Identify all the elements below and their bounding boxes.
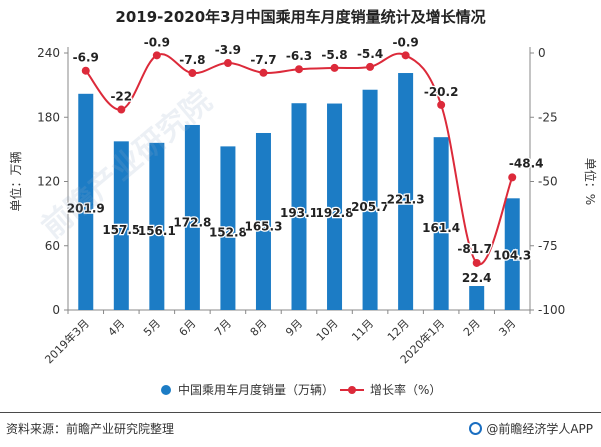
bar-value-label: 22.4 bbox=[462, 271, 492, 285]
bar-value-label: 104.3 bbox=[493, 249, 531, 263]
x-tick-label: 11月 bbox=[349, 317, 376, 344]
bar bbox=[469, 286, 485, 310]
bar bbox=[220, 146, 236, 310]
bar-value-label: 205.7 bbox=[351, 200, 389, 214]
y-left-tick-label: 120 bbox=[37, 175, 60, 189]
growth-value-label: -7.7 bbox=[250, 53, 276, 67]
growth-value-label: -0.9 bbox=[144, 35, 170, 49]
bar bbox=[78, 93, 94, 310]
bar bbox=[433, 137, 449, 310]
x-tick-label: 2019年3月 bbox=[42, 316, 92, 366]
y-left-tick-label: 180 bbox=[37, 110, 60, 124]
growth-value-label: -81.7 bbox=[457, 242, 492, 256]
legend-bar-label: 中国乘用车月度销量（万辆） bbox=[178, 382, 334, 397]
x-tick-label: 3月 bbox=[496, 317, 518, 339]
bar bbox=[362, 89, 378, 310]
x-tick-label: 7月 bbox=[212, 317, 234, 339]
chart-area: 0 60 120 180 240 0 -25 -50 -75 -100 单位：万辆 单位：% 2019年… bbox=[8, 34, 598, 397]
bar bbox=[291, 103, 307, 311]
growth-point bbox=[223, 59, 232, 68]
x-tick-label: 6月 bbox=[177, 317, 199, 339]
growth-value-label: -5.4 bbox=[357, 47, 383, 61]
y-left-tick-label: 0 bbox=[52, 303, 60, 317]
footer-divider bbox=[0, 412, 601, 413]
bar-value-label: 152.8 bbox=[209, 225, 247, 239]
growth-point bbox=[508, 173, 517, 182]
growth-value-label: -20.2 bbox=[424, 85, 459, 99]
growth-point bbox=[401, 51, 410, 60]
bar-value-label: 201.9 bbox=[67, 202, 105, 216]
brand: @前瞻经济学人APP bbox=[469, 420, 593, 437]
y-right-tick-label: -75 bbox=[538, 239, 558, 253]
growth-point bbox=[472, 258, 481, 267]
x-tick-label: 8月 bbox=[248, 317, 270, 339]
bar bbox=[255, 132, 271, 310]
bar-value-label: 221.3 bbox=[387, 192, 425, 206]
y-right-tick-label: -25 bbox=[538, 110, 558, 124]
legend-line-marker bbox=[348, 386, 356, 394]
bar bbox=[149, 142, 165, 310]
bar-value-label: 165.3 bbox=[244, 219, 282, 233]
brand-logo-icon bbox=[469, 422, 483, 435]
brand-text: @前瞻经济学人APP bbox=[486, 422, 593, 436]
footer: 资料来源：前瞻产业研究院整理 @前瞻经济学人APP bbox=[0, 412, 601, 447]
growth-point bbox=[81, 66, 90, 75]
bar bbox=[398, 73, 414, 310]
bar-value-label: 161.4 bbox=[422, 221, 460, 235]
growth-point bbox=[188, 69, 197, 78]
x-tick-label: 5月 bbox=[141, 317, 163, 339]
y-right-title: 单位：% bbox=[583, 158, 598, 205]
bar bbox=[113, 141, 129, 310]
y-right-tick-label: -100 bbox=[538, 303, 565, 317]
growth-value-label: -6.3 bbox=[286, 49, 312, 63]
growth-point bbox=[437, 100, 446, 109]
bar bbox=[327, 103, 343, 310]
growth-point bbox=[295, 65, 303, 74]
y-left-title: 单位：万辆 bbox=[8, 151, 23, 211]
chart-title: 2019-2020年3月中国乘用车月度销量统计及增长情况 bbox=[115, 8, 486, 26]
bar-value-label: 157.5 bbox=[102, 223, 140, 237]
x-tick-label: 4月 bbox=[106, 317, 128, 339]
growth-value-label: -5.8 bbox=[321, 48, 347, 62]
growth-value-label: -3.9 bbox=[215, 43, 241, 57]
bar bbox=[184, 124, 200, 311]
legend-line-label: 增长率（%） bbox=[370, 382, 441, 397]
x-tick-label: 10月 bbox=[314, 317, 341, 344]
growth-point bbox=[117, 105, 126, 114]
growth-value-label: -6.9 bbox=[73, 51, 99, 65]
growth-point bbox=[259, 68, 268, 77]
legend-bar-icon bbox=[161, 385, 171, 395]
growth-value-label: -7.8 bbox=[179, 53, 205, 67]
bar-value-label: 193.1 bbox=[280, 206, 318, 220]
bar-value-label: 156.1 bbox=[138, 224, 176, 238]
source-note: 资料来源：前瞻产业研究院整理 bbox=[6, 422, 175, 436]
growth-value-label: -0.9 bbox=[392, 35, 418, 49]
growth-point bbox=[152, 51, 161, 60]
growth-point bbox=[330, 63, 339, 72]
growth-point bbox=[366, 62, 375, 71]
y-left-tick-label: 240 bbox=[37, 46, 60, 60]
growth-value-label: -22 bbox=[110, 90, 132, 104]
bar bbox=[504, 198, 520, 310]
growth-value-label: -48.4 bbox=[509, 156, 544, 170]
y-right-tick-label: 0 bbox=[538, 46, 546, 60]
y-right-tick-label: -50 bbox=[538, 175, 558, 189]
x-tick-label: 2月 bbox=[461, 317, 483, 339]
bar-value-label: 192.8 bbox=[316, 206, 354, 220]
x-tick-label: 12月 bbox=[385, 317, 412, 344]
bar-value-label: 172.8 bbox=[173, 216, 211, 230]
y-left-tick-label: 60 bbox=[45, 239, 60, 253]
x-tick-label: 9月 bbox=[283, 317, 305, 339]
